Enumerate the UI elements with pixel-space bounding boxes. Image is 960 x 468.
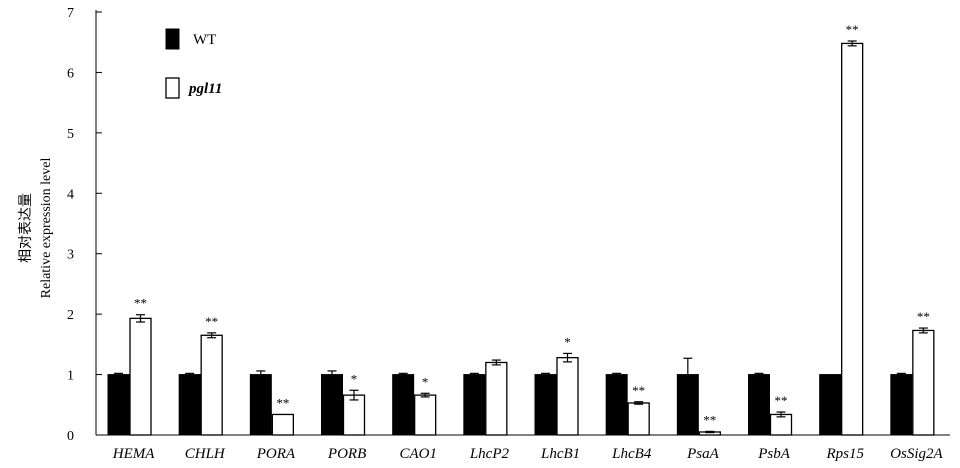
category-label: CHLH [185, 446, 226, 462]
category-label: LhcP2 [469, 446, 510, 462]
wt-bar [249, 374, 272, 436]
y-axis-title: 相对表达量 Relative expression level [18, 158, 54, 299]
legend-swatch-wt [165, 28, 180, 50]
significance-mark: ** [846, 22, 859, 37]
y-ticks: 0 1 2 3 4 5 6 7 [67, 6, 102, 444]
wt-bar [890, 374, 913, 436]
wt-bar [748, 374, 770, 436]
category-label: LhcB1 [540, 446, 580, 462]
significance-mark: * [564, 334, 571, 349]
category-label: PsaA [686, 446, 720, 462]
pgl11-bar [200, 334, 223, 436]
category-label: Rps15 [826, 446, 865, 462]
axes [95, 10, 950, 436]
significance-mark: * [422, 374, 429, 389]
category-label: OsSig2A [890, 446, 943, 462]
y-tick-label: 5 [67, 127, 74, 142]
legend-label-pgl11: pgl11 [187, 81, 222, 97]
y-tick-label: 6 [67, 66, 74, 81]
wt-bar [178, 374, 201, 436]
pgl11-bar [627, 402, 650, 436]
significance-mark: ** [276, 395, 289, 410]
y-axis-title-en: Relative expression level [39, 158, 54, 299]
wt-bar [534, 374, 557, 436]
y-axis-title-cn: 相对表达量 [18, 193, 34, 263]
y-tick-label: 0 [67, 429, 74, 444]
significance-mark: ** [775, 393, 788, 408]
category-label: PsbA [757, 446, 791, 462]
pgl11-bar [485, 361, 508, 436]
wt-bar [605, 374, 628, 436]
pgl11-bar [769, 413, 793, 436]
significance-mark: ** [917, 309, 930, 324]
y-tick-label: 4 [67, 187, 74, 202]
significance-mark: ** [632, 383, 645, 398]
pgl11-bar [271, 413, 294, 436]
y-tick-label: 3 [67, 248, 74, 263]
y-tick-label: 7 [67, 6, 74, 21]
wt-bar [463, 374, 486, 436]
y-tick-label: 2 [67, 308, 74, 323]
legend-swatch-pgl11 [165, 77, 180, 99]
pgl11-bar [841, 42, 864, 436]
category-label: CAO1 [400, 446, 438, 462]
bars: ******* ************ [107, 22, 935, 436]
wt-bar [321, 374, 343, 436]
wt-bar [392, 374, 415, 436]
pgl11-bar [912, 329, 935, 436]
pgl11-bar [129, 317, 152, 436]
significance-mark: * [351, 371, 358, 386]
wt-bar [819, 374, 842, 436]
pgl11-bar [414, 394, 437, 436]
legend-label-wt: WT [193, 32, 216, 48]
category-label: PORB [327, 446, 366, 462]
category-labels: HEMA CHLH PORA PORB CAO1 LhcP2 LhcB1 LhcB4 PsaA P… [112, 446, 944, 462]
significance-mark: ** [205, 314, 218, 329]
significance-mark: ** [703, 412, 716, 427]
category-label: HEMA [112, 446, 155, 462]
pgl11-bar [556, 357, 579, 436]
wt-bar [107, 374, 130, 436]
significance-mark: ** [134, 296, 147, 311]
legend: WT pgl11 [165, 28, 222, 99]
pgl11-bar [342, 394, 366, 436]
category-label: LhcB4 [611, 446, 652, 462]
category-label: PORA [256, 446, 296, 462]
y-tick-label: 1 [67, 369, 74, 384]
